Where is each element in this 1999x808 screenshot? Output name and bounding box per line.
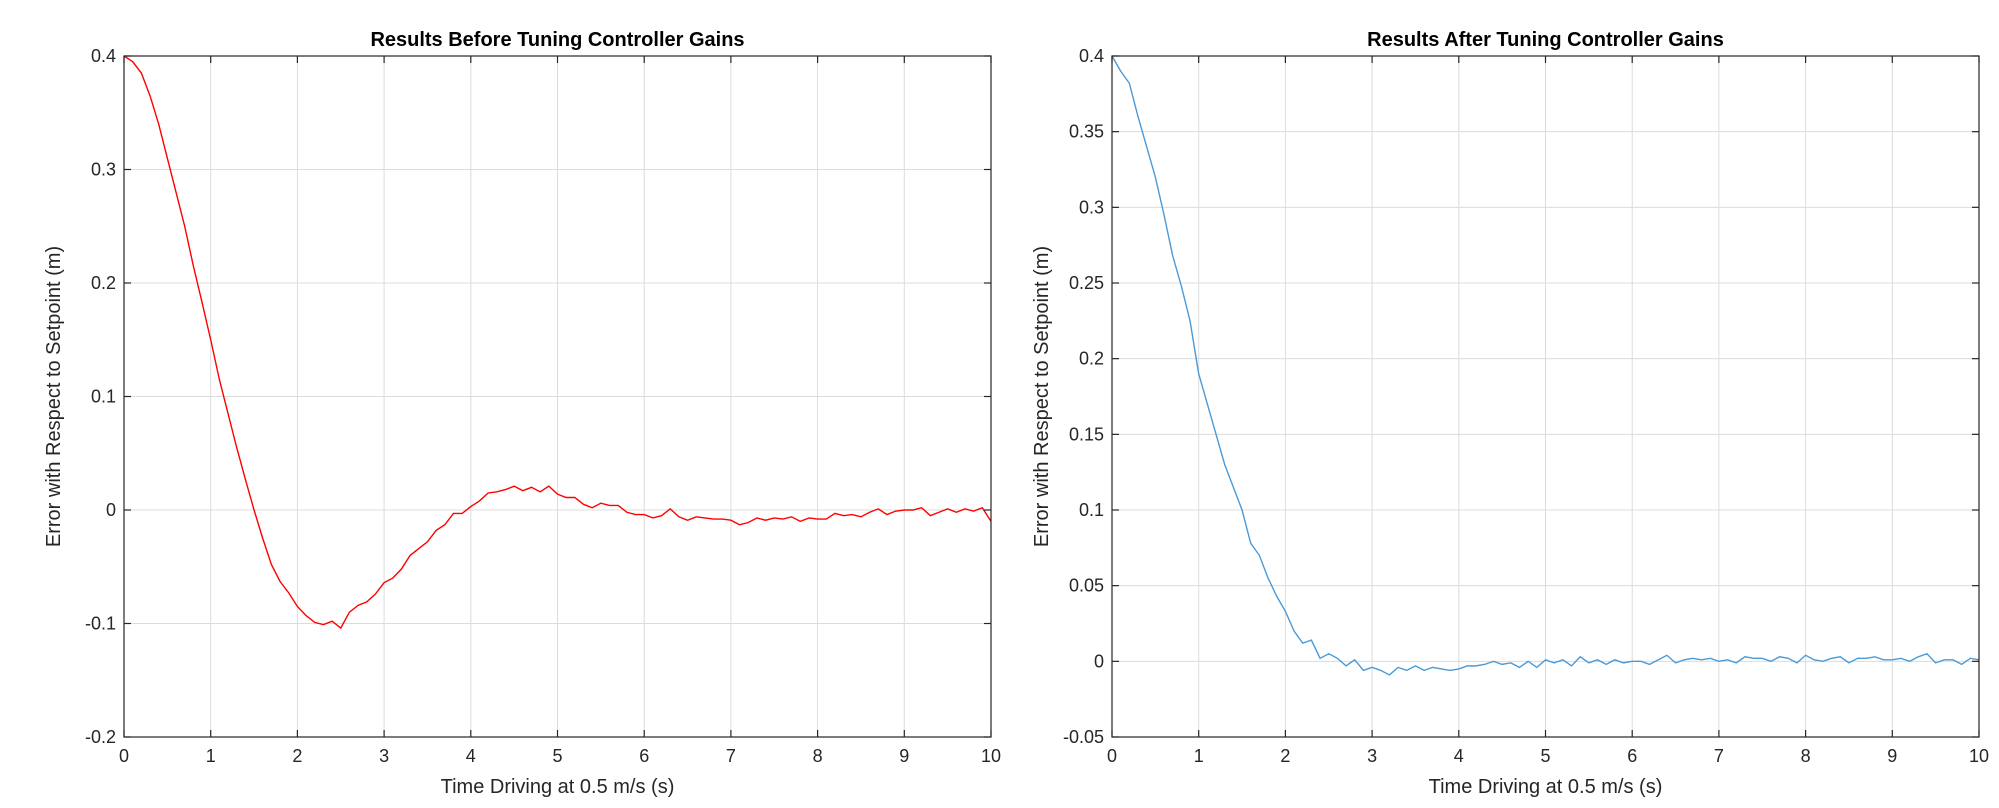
x-tick-label: 5 [552,746,562,766]
x-tick-label: 3 [1367,746,1377,766]
x-tick-label: 8 [813,746,823,766]
x-axis-label: Time Driving at 0.5 m/s (s) [441,776,675,798]
grid [1112,56,1979,737]
tick-marks [1111,55,1980,738]
chart-before-tuning: 0 1 2 3 4 5 6 7 8 9 10 -0.2 -0.1 0 0.1 0.2 0.3 0.4 Resul… [43,29,1001,798]
y-tick-label: 0.4 [1079,46,1104,66]
y-tick-label: 0.2 [1079,349,1104,369]
y-tick-label: 0.35 [1069,122,1104,142]
y-tick-label: 0.4 [91,46,116,66]
y-tick-label: 0.05 [1069,576,1104,596]
x-tick-label: 1 [1194,746,1204,766]
x-axis-label: Time Driving at 0.5 m/s (s) [1429,776,1663,798]
chart-title: Results Before Tuning Controller Gains [370,29,744,51]
y-tick-label: -0.2 [85,727,116,747]
x-tick-labels: 0 1 2 3 4 5 6 7 8 9 10 [1107,746,1989,766]
x-tick-label: 10 [981,746,1001,766]
x-tick-label: 0 [1107,746,1117,766]
y-tick-label: 0.3 [1079,197,1104,217]
y-tick-label: -0.1 [85,614,116,634]
x-tick-label: 4 [1454,746,1464,766]
grid [124,56,991,737]
y-tick-label: 0.25 [1069,273,1104,293]
y-tick-label: 0.3 [91,160,116,180]
y-tick-label: 0.1 [1079,500,1104,520]
x-tick-label: 6 [1627,746,1637,766]
y-tick-label: 0.15 [1069,424,1104,444]
y-tick-label: -0.05 [1063,727,1104,747]
x-tick-label: 10 [1969,746,1989,766]
y-tick-labels: -0.2 -0.1 0 0.1 0.2 0.3 0.4 [85,46,116,747]
y-axis-label: Error with Respect to Setpoint (m) [43,246,65,547]
x-tick-label: 0 [119,746,129,766]
tick-marks [123,55,992,738]
chart-title: Results After Tuning Controller Gains [1367,29,1724,51]
x-tick-label: 7 [1714,746,1724,766]
x-tick-label: 2 [1280,746,1290,766]
y-tick-labels: -0.05 0 0.05 0.1 0.15 0.2 0.25 0.3 0.35 0.4 [1063,46,1104,747]
series-line-before-tuning [123,55,992,630]
x-tick-label: 8 [1801,746,1811,766]
y-tick-label: 0 [1094,651,1104,671]
x-tick-labels: 0 1 2 3 4 5 6 7 8 9 10 [119,746,1001,766]
x-tick-label: 2 [292,746,302,766]
y-tick-label: 0.1 [91,387,116,407]
x-tick-label: 7 [726,746,736,766]
y-axis-label: Error with Respect to Setpoint (m) [1031,246,1053,547]
y-tick-label: 0 [106,500,116,520]
series-line-after-tuning [1111,55,1980,676]
chart-after-tuning: 0 1 2 3 4 5 6 7 8 9 10 -0.0500.050.10.150.20.250.3… [1031,29,1989,798]
x-tick-label: 9 [1887,746,1897,766]
x-tick-label: 4 [466,746,476,766]
x-tick-label: 3 [379,746,389,766]
x-tick-label: 9 [899,746,909,766]
x-tick-label: 1 [206,746,216,766]
x-tick-label: 6 [639,746,649,766]
x-tick-label: 5 [1540,746,1550,766]
y-tick-label: 0.2 [91,273,116,293]
